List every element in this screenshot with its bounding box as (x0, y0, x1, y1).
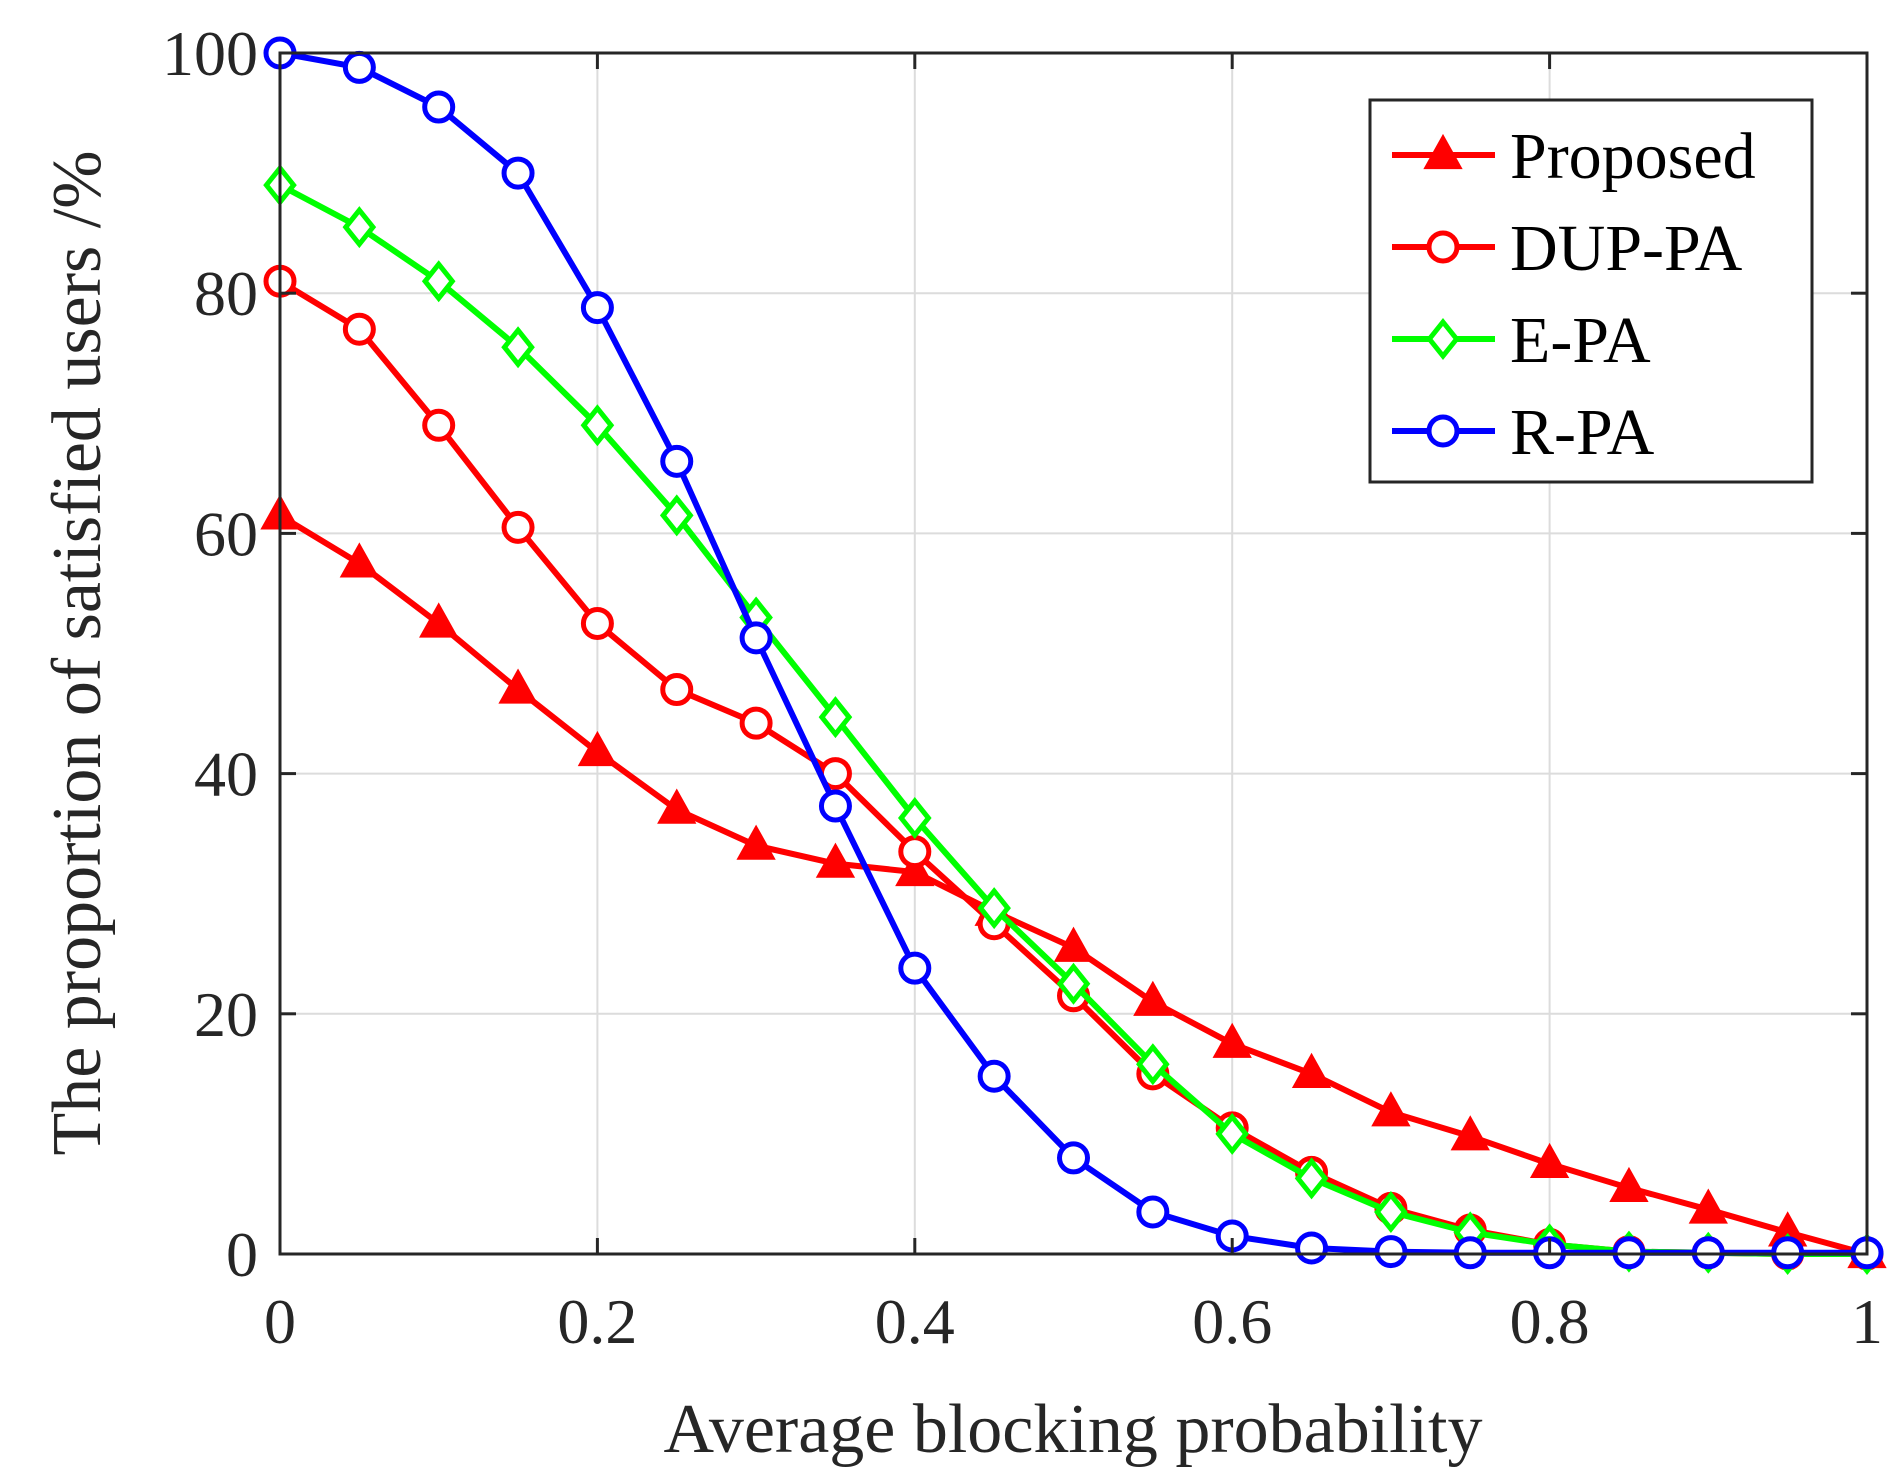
data-point-r-pa (1136, 1195, 1170, 1229)
data-point-proposed (498, 668, 538, 704)
x-tick-label: 0.8 (1510, 1286, 1590, 1357)
data-point-dup-pa (660, 673, 694, 707)
data-point-proposed (419, 602, 459, 638)
data-point-e-pa (1215, 1112, 1250, 1155)
data-point-dup-pa (739, 706, 773, 740)
data-point-proposed (736, 824, 776, 860)
data-point-dup-pa (342, 312, 376, 346)
data-point-r-pa (977, 1059, 1011, 1093)
legend-entry-r-pa: R-PA (1392, 396, 1655, 469)
axes-box (278, 51, 1869, 1256)
y-axis-title: The proportion of satisfied users /% (39, 150, 116, 1155)
data-point-r-pa (501, 156, 535, 190)
data-point-r-pa (1057, 1141, 1090, 1175)
data-point-e-pa (977, 887, 1011, 930)
data-point-proposed (1529, 1142, 1570, 1179)
data-point-proposed (1133, 980, 1173, 1016)
data-point-e-pa (501, 326, 535, 369)
x-axis-title: Average blocking probability (663, 1391, 1482, 1468)
legend-marker-dup-pa (1426, 230, 1460, 264)
data-point-r-pa (898, 951, 932, 985)
data-point-dup-pa (580, 606, 614, 640)
data-point-proposed (577, 730, 618, 767)
data-point-proposed (1053, 926, 1094, 962)
data-point-e-pa (1056, 962, 1091, 1005)
legend-entry-dup-pa: DUP-PA (1392, 212, 1743, 285)
x-tick-label: 0.4 (875, 1286, 955, 1357)
data-point-proposed (1212, 1022, 1252, 1058)
y-tick-label: 20 (194, 979, 258, 1050)
data-point-e-pa (580, 404, 615, 447)
y-tick-label: 60 (194, 498, 258, 569)
y-tick-label: 100 (162, 18, 258, 89)
legend-marker-proposed (1423, 133, 1463, 170)
data-point-r-pa (660, 444, 694, 478)
data-point-proposed (815, 842, 856, 878)
legend-entry-proposed: Proposed (1392, 120, 1756, 193)
data-point-r-pa (1374, 1235, 1408, 1269)
data-point-r-pa (580, 291, 614, 325)
series-proposed (260, 494, 1887, 1269)
data-point-proposed (895, 851, 935, 887)
data-point-proposed (1688, 1188, 1728, 1224)
data-point-r-pa (342, 50, 376, 84)
legend-marker-e-pa (1426, 317, 1460, 361)
data-point-e-pa (1374, 1190, 1408, 1233)
data-point-dup-pa (898, 835, 932, 869)
data-point-proposed (657, 788, 697, 824)
legend-label-proposed: Proposed (1510, 120, 1756, 193)
x-tick-label: 1 (1851, 1286, 1883, 1357)
data-point-r-pa (739, 621, 773, 655)
data-point-r-pa (818, 789, 852, 823)
axes (278, 51, 1869, 1256)
data-point-e-pa (342, 206, 377, 249)
x-tick-label: 0 (264, 1286, 296, 1357)
data-point-e-pa (421, 260, 456, 303)
data-point-dup-pa (422, 408, 456, 442)
data-point-e-pa (1136, 1043, 1170, 1086)
data-point-e-pa (1294, 1157, 1329, 1200)
data-point-e-pa (659, 494, 694, 537)
data-point-proposed (1291, 1052, 1332, 1088)
data-point-proposed (1450, 1115, 1490, 1151)
y-tick-label: 40 (194, 739, 258, 810)
legend-entry-e-pa: E-PA (1392, 304, 1651, 377)
data-point-proposed (1371, 1091, 1411, 1127)
y-tick-label: 0 (226, 1219, 258, 1290)
tick-labels: 0 0.2 0.4 0.6 0.8 1 0 20 40 60 80 100 (162, 18, 1883, 1357)
data-point-proposed (339, 542, 380, 578)
data-point-r-pa (1295, 1231, 1329, 1265)
legend: Proposed DUP-PA E-PA R-PA (1368, 98, 1814, 484)
legend-label-e-pa: E-PA (1510, 304, 1651, 377)
data-point-dup-pa (501, 510, 535, 544)
data-point-e-pa (818, 696, 853, 739)
data-point-r-pa (422, 90, 456, 124)
data-point-e-pa (897, 797, 932, 840)
x-tick-label: 0.6 (1192, 1286, 1272, 1357)
legend-marker-r-pa (1426, 414, 1460, 448)
legend-label-dup-pa: DUP-PA (1510, 212, 1743, 285)
legend-label-r-pa: R-PA (1510, 396, 1655, 469)
y-tick-label: 80 (194, 258, 258, 329)
data-point-proposed (1609, 1166, 1649, 1203)
x-tick-label: 0.2 (557, 1286, 637, 1357)
